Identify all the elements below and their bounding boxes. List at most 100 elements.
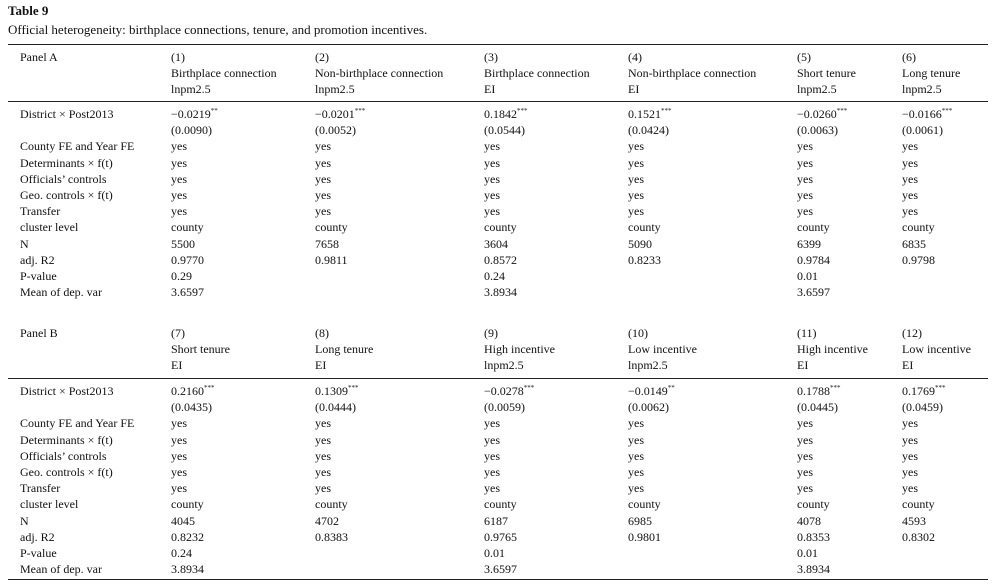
column-outcome: lnpm2.5: [171, 82, 211, 96]
table-cell: yes: [171, 155, 187, 170]
coefficient: −0.0166: [902, 107, 942, 121]
table-cell: yes: [797, 465, 813, 479]
column-group: Short tenure: [797, 66, 856, 80]
standard-error: (0.0090): [171, 123, 212, 138]
panel-rule: [8, 101, 988, 102]
table-cell: yes: [171, 416, 187, 431]
table-cell: yes: [628, 416, 644, 431]
table-cell: yes: [797, 188, 813, 202]
row-label: Geo. controls × f(t): [20, 188, 113, 202]
table-cell: county: [797, 220, 830, 235]
table-cell: county: [171, 220, 204, 235]
row-label: District × Post2013: [20, 107, 114, 121]
coefficient: −0.0260: [797, 107, 837, 121]
table-cell: yes: [797, 139, 813, 154]
table-cell: 5090: [628, 236, 652, 251]
significance-stars: ***: [661, 107, 672, 115]
row-label: adj. R2: [20, 252, 55, 267]
table-cell: yes: [902, 448, 918, 463]
coefficient-cell: −0.0260***: [797, 107, 847, 121]
significance-stars: **: [210, 107, 218, 115]
significance-stars: ***: [836, 107, 848, 115]
coefficient-cell: 0.1521***: [628, 107, 672, 121]
table-cell: yes: [628, 171, 644, 186]
column-group: Non-birthplace connection: [315, 66, 444, 80]
table-cell: 0.24: [171, 546, 192, 560]
top-rule: [8, 44, 988, 45]
table-cell: county: [902, 497, 935, 512]
row-label: Mean of dep. var: [20, 285, 102, 300]
standard-error: (0.0063): [797, 123, 838, 138]
column-group: Birthplace connection: [171, 66, 277, 80]
table-cell: yes: [315, 481, 331, 496]
table-cell: yes: [171, 204, 187, 219]
table-cell: yes: [797, 448, 813, 463]
table-cell: 3.6597: [484, 562, 517, 577]
table-cell: yes: [902, 481, 918, 496]
table-cell: yes: [628, 204, 644, 219]
table-cell: yes: [484, 481, 500, 496]
table-cell: yes: [628, 139, 644, 154]
coefficient-cell: −0.0219**: [171, 107, 218, 121]
table-cell: yes: [171, 465, 187, 479]
row-label: Geo. controls × f(t): [20, 465, 113, 479]
row-label: District × Post2013: [20, 384, 114, 398]
table-cell: 0.9811: [315, 252, 348, 267]
column-outcome: EI: [171, 358, 183, 372]
standard-error: (0.0062): [628, 400, 669, 415]
table-cell: 3.8934: [797, 562, 830, 577]
table-cell: county: [171, 497, 204, 512]
column-outcome: EI: [484, 82, 496, 96]
column-outcome: EI: [315, 358, 327, 372]
column-group: Low incentive: [902, 342, 971, 356]
table-cell: yes: [315, 188, 331, 202]
coefficient: 0.2160: [171, 384, 204, 398]
column-group: High incentive: [797, 342, 868, 356]
panel-rule: [8, 378, 988, 379]
table-cell: yes: [797, 155, 813, 170]
row-label: Determinants × f(t): [20, 432, 113, 447]
table-cell: 6399: [797, 236, 821, 251]
table-cell: yes: [628, 448, 644, 463]
row-label: County FE and Year FE: [20, 139, 135, 154]
table-cell: 3.6597: [797, 285, 830, 300]
table-cell: 0.24: [484, 269, 505, 283]
column-group: High incentive: [484, 342, 555, 356]
column-outcome: lnpm2.5: [797, 82, 837, 96]
row-label: cluster level: [20, 220, 79, 235]
table-cell: yes: [315, 171, 331, 186]
table-cell: 0.8383: [315, 529, 348, 544]
table-cell: 0.9784: [797, 252, 830, 267]
row-label: N: [20, 513, 29, 528]
table-cell: county: [484, 497, 517, 512]
table-cell: yes: [902, 139, 918, 154]
table-cell: yes: [797, 416, 813, 431]
coefficient-cell: 0.1309***: [315, 384, 359, 398]
table-cell: yes: [315, 155, 331, 170]
table-cell: yes: [171, 171, 187, 186]
table-cell: yes: [628, 155, 644, 170]
column-number: (5): [797, 50, 811, 64]
table-cell: yes: [315, 139, 331, 154]
standard-error: (0.0445): [797, 400, 838, 415]
column-number: (12): [902, 326, 922, 340]
column-outcome: EI: [797, 358, 809, 372]
table-cell: county: [628, 497, 661, 512]
table-cell: 0.8302: [902, 529, 935, 544]
column-group: Long tenure: [902, 66, 961, 80]
significance-stars: ***: [348, 384, 359, 392]
table-cell: yes: [484, 465, 500, 479]
table-title: Table 9: [8, 3, 49, 18]
standard-error: (0.0459): [902, 400, 943, 415]
table-cell: 0.8232: [171, 529, 204, 544]
table-cell: 0.01: [797, 546, 818, 560]
column-number: (3): [484, 50, 498, 64]
table-cell: yes: [484, 204, 500, 219]
significance-stars: **: [667, 384, 675, 392]
coefficient: 0.1842: [484, 107, 517, 121]
column-group: Non-birthplace connection: [628, 66, 757, 80]
table-cell: yes: [171, 139, 187, 154]
column-number: (9): [484, 326, 498, 340]
standard-error: (0.0424): [628, 123, 669, 138]
column-number: (2): [315, 50, 329, 64]
